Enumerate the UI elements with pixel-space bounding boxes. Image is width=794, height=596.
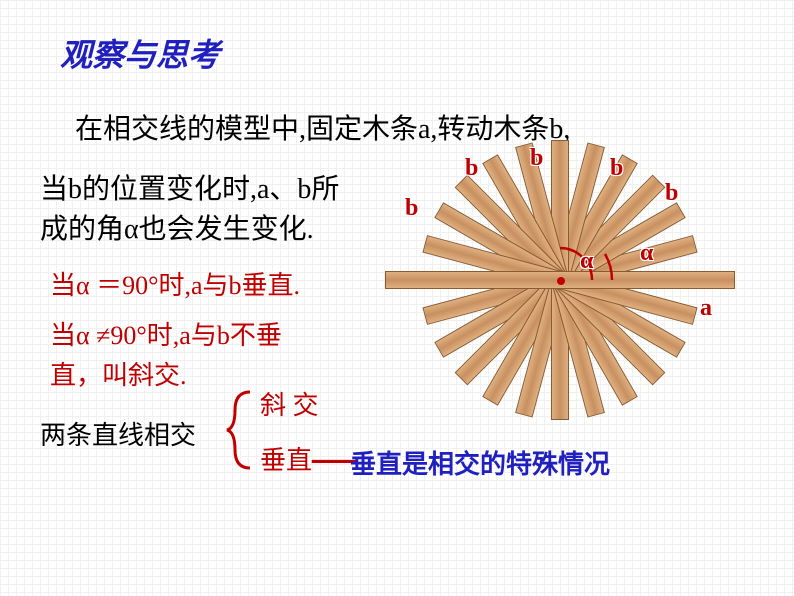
body-line-2: 当b的位置变化时,a、b所 bbox=[40, 170, 370, 209]
body-line-3: 成的角α也会发生变化. bbox=[40, 210, 314, 249]
label-b-2: b bbox=[530, 145, 543, 172]
brace-icon bbox=[225, 390, 265, 470]
condition-oblique-1: 当α ≠90°时,a与b不垂 bbox=[50, 315, 282, 352]
label-a: a bbox=[700, 295, 712, 322]
label-b-3: b bbox=[610, 155, 623, 182]
label-alpha-0: α bbox=[580, 248, 593, 275]
page-title: 观察与思考 bbox=[60, 30, 220, 76]
stick-diagram: b b b b b a α α bbox=[360, 140, 760, 440]
intersection-label: 两条直线相交 bbox=[40, 421, 196, 450]
center-dot-icon bbox=[557, 277, 565, 285]
angle-arcs bbox=[360, 140, 760, 440]
label-b-1: b bbox=[465, 155, 478, 182]
special-note: 垂直是相交的特殊情况 bbox=[350, 444, 610, 481]
condition-perpendicular: 当α ＝90°时,a与b垂直. bbox=[50, 265, 300, 302]
summary-label: 两条直线相交 bbox=[40, 415, 196, 452]
oblique-label: 斜 交 bbox=[260, 385, 319, 422]
label-b-0: b bbox=[405, 195, 418, 222]
condition-oblique-2: 直，叫斜交. bbox=[50, 355, 187, 392]
perpendicular-label: 垂直 bbox=[260, 440, 312, 477]
label-b-4: b bbox=[665, 180, 678, 207]
label-alpha-1: α bbox=[640, 240, 653, 267]
